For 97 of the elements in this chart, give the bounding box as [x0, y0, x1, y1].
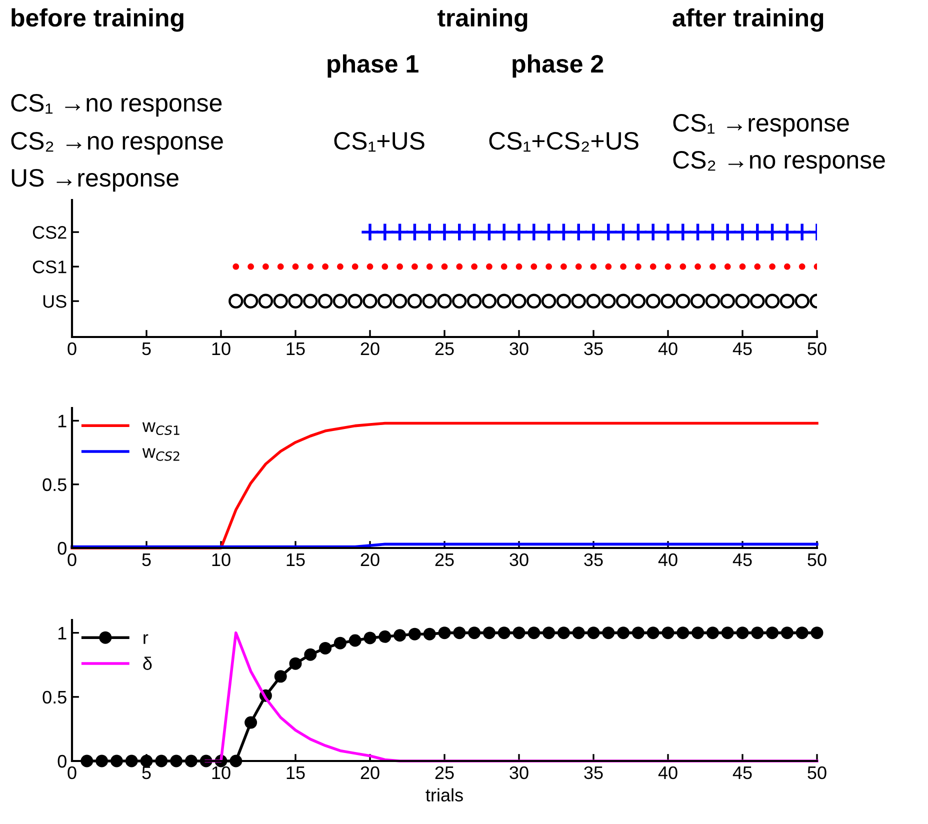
text: phase 1 [328, 54, 418, 78]
point [721, 626, 734, 640]
x-tick-label: 30 [510, 553, 528, 566]
text: CS₂ →no response [673, 151, 885, 174]
point [542, 626, 556, 640]
x-tick-label: 25 [435, 553, 454, 566]
y-tick-label: US [43, 295, 66, 308]
x-tick-label: 30 [510, 766, 528, 780]
point [364, 632, 376, 644]
x-tick-label: 40 [658, 342, 678, 356]
y-tick-label: 0.5 [42, 478, 66, 492]
x-tick-label: 10 [212, 766, 230, 780]
point [453, 626, 466, 640]
point [662, 626, 674, 640]
x-tick-label: 30 [510, 342, 528, 356]
point [244, 716, 258, 729]
point [498, 626, 510, 640]
x-tick-label: 20 [360, 766, 380, 780]
x-tick-label: 35 [584, 766, 603, 780]
y-tick-label: 1 [58, 414, 66, 428]
y-tick-label: 0.5 [42, 690, 66, 704]
text: after training [672, 8, 824, 32]
point [587, 626, 600, 640]
x-tick-label: 20 [360, 342, 380, 356]
y-tick-label: CS1 [32, 260, 66, 274]
point [423, 628, 436, 640]
x-tick-label: 40 [658, 553, 678, 566]
point [348, 634, 362, 647]
x-tick-label: 0 [68, 553, 76, 566]
x-tick-label: 35 [584, 553, 603, 566]
text: training [437, 8, 528, 32]
point [468, 626, 481, 640]
point [617, 626, 630, 640]
point [736, 626, 749, 640]
x-tick-label: 40 [658, 766, 678, 780]
legend-label: w$_{CS1}$ [142, 422, 180, 436]
text: phase 2 [512, 54, 604, 78]
point [528, 626, 540, 640]
point [289, 657, 302, 670]
legend-label: w$_{CS2}$ [142, 448, 180, 461]
y-tick-label: 0 [58, 542, 66, 555]
x-tick-label: 15 [286, 342, 305, 356]
point [394, 629, 406, 642]
point [692, 626, 704, 640]
point [780, 626, 794, 640]
x-tick-label: 15 [286, 554, 305, 566]
x-tick-label: 5 [142, 766, 151, 780]
point [304, 648, 317, 661]
y-tick-label: 1 [58, 626, 66, 640]
x-tick-label: 25 [435, 342, 454, 356]
y-tick-label: 0 [58, 754, 66, 768]
x-tick-label: 50 [808, 766, 826, 780]
point [706, 626, 719, 640]
x-tick-label: 10 [212, 342, 230, 356]
x-tick-label: 10 [212, 553, 230, 566]
x-tick-label: 20 [360, 553, 380, 566]
point [572, 626, 585, 640]
text: CS₁+CS₂+US [489, 132, 638, 152]
x-tick-label: 15 [286, 766, 305, 780]
point [796, 626, 808, 640]
point [676, 626, 690, 640]
point [632, 626, 644, 640]
point [334, 636, 346, 650]
x-tick-label: 0 [68, 766, 76, 780]
point [766, 626, 779, 640]
point [810, 626, 824, 640]
x-axis-title: trials [426, 788, 463, 802]
point [408, 628, 421, 640]
text: CS₁+US [334, 132, 424, 152]
x-tick-label: 5 [142, 554, 151, 566]
x-tick-label: 0 [68, 342, 76, 356]
point [602, 626, 615, 640]
x-tick-label: 45 [732, 342, 752, 356]
x-tick-label: 5 [142, 342, 151, 356]
x-tick-label: 50 [808, 553, 826, 566]
point [482, 626, 496, 640]
x-tick-label: 45 [732, 554, 752, 566]
point [512, 626, 526, 640]
point [646, 626, 660, 640]
x-tick-label: 25 [435, 766, 454, 780]
text: CS₁ →response [673, 114, 849, 137]
y-tick-label: CS2 [32, 226, 66, 239]
text: CS₂ →no response [11, 132, 223, 155]
text: before training [12, 8, 184, 32]
point [438, 626, 451, 640]
legend-label: δ [143, 656, 152, 670]
legend-label: r [144, 634, 148, 644]
point [557, 626, 570, 640]
text: US →response [12, 169, 178, 192]
point [378, 630, 392, 643]
x-tick-label: 45 [732, 766, 752, 780]
x-tick-label: 35 [584, 342, 603, 356]
text: CS₁ →no response [11, 94, 222, 117]
point [751, 626, 764, 640]
point [319, 642, 332, 654]
point [274, 670, 287, 683]
x-tick-label: 50 [808, 342, 826, 356]
